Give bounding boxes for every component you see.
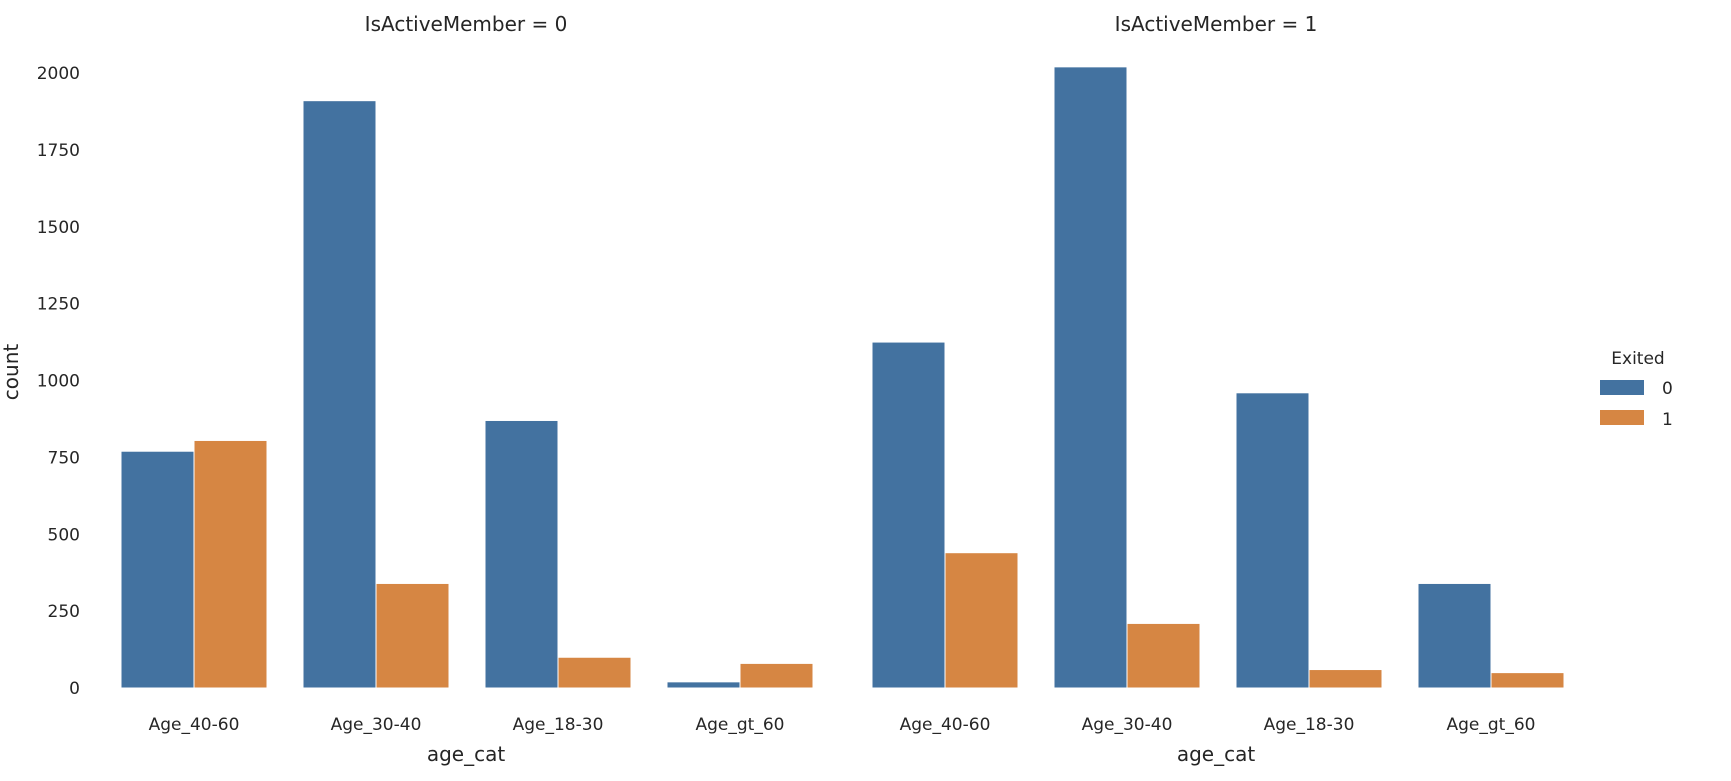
bar-Age_40-60-exited-0	[871, 341, 946, 689]
x-tick-label: Age_gt_60	[696, 715, 785, 735]
legend-label-0: 0	[1662, 379, 1673, 399]
y-tick-label: 1000	[37, 372, 80, 392]
bar-Age_18-30-exited-0	[484, 419, 559, 689]
y-tick-label: 1750	[37, 141, 80, 161]
y-tick-labels: 0 250 500 750 1000 1250 1500 1750 2000	[37, 64, 80, 699]
bar-Age_40-60-exited-1	[944, 552, 1019, 689]
bars	[120, 100, 814, 689]
legend: Exited 0 1	[1600, 349, 1673, 430]
y-tick-label: 1250	[37, 295, 80, 315]
y-tick-label: 750	[48, 448, 80, 468]
bar-Age_gt_60-exited-1	[1490, 672, 1565, 689]
bar-Age_gt_60-exited-0	[666, 681, 741, 689]
panel-active-members: IsActiveMember = 1 Age_40-60 Age_30-40 Age…	[871, 12, 1565, 766]
panel-title: IsActiveMember = 1	[1115, 12, 1318, 36]
x-tick-label: Age_18-30	[1264, 715, 1355, 735]
bar-Age_30-40-exited-1	[375, 582, 450, 689]
legend-swatch-1	[1600, 410, 1644, 425]
legend-label-1: 1	[1662, 410, 1673, 430]
y-axis: count 0 250 500 750 1000 1250 1500 1750 2000	[0, 64, 80, 699]
y-tick-label: 2000	[37, 64, 80, 84]
x-tick-label: Age_40-60	[900, 715, 991, 735]
y-tick-label: 1500	[37, 218, 80, 238]
legend-swatch-0	[1600, 380, 1644, 395]
bar-Age_30-40-exited-0	[302, 100, 377, 689]
x-axis-label: age_cat	[427, 742, 506, 766]
bars	[871, 66, 1565, 689]
bar-Age_18-30-exited-1	[557, 656, 632, 689]
x-tick-label: Age_30-40	[331, 715, 422, 735]
bar-Age_gt_60-exited-0	[1417, 582, 1492, 689]
y-tick-label: 250	[48, 602, 80, 622]
x-axis-label: age_cat	[1177, 742, 1256, 766]
x-tick-labels: Age_40-60 Age_30-40 Age_18-30 Age_gt_60	[149, 715, 785, 735]
bar-Age_18-30-exited-0	[1235, 392, 1310, 689]
panel-title: IsActiveMember = 0	[365, 12, 568, 36]
x-tick-label: Age_40-60	[149, 715, 240, 735]
bar-Age_40-60-exited-0	[120, 450, 195, 689]
y-tick-label: 0	[69, 679, 80, 699]
panel-inactive-members: IsActiveMember = 0 Age_40-60 Age_30-40 Age…	[120, 12, 814, 766]
x-tick-label: Age_18-30	[513, 715, 604, 735]
y-tick-label: 500	[48, 525, 80, 545]
x-tick-label: Age_gt_60	[1447, 715, 1536, 735]
bar-Age_gt_60-exited-1	[739, 662, 814, 689]
legend-title: Exited	[1611, 349, 1664, 369]
x-tick-labels: Age_40-60 Age_30-40 Age_18-30 Age_gt_60	[900, 715, 1536, 735]
bar-Age_18-30-exited-1	[1308, 669, 1383, 689]
x-tick-label: Age_30-40	[1082, 715, 1173, 735]
bar-Age_30-40-exited-0	[1053, 66, 1128, 689]
y-axis-label: count	[0, 344, 23, 401]
bar-Age_30-40-exited-1	[1126, 622, 1201, 689]
bar-Age_40-60-exited-1	[193, 439, 268, 689]
